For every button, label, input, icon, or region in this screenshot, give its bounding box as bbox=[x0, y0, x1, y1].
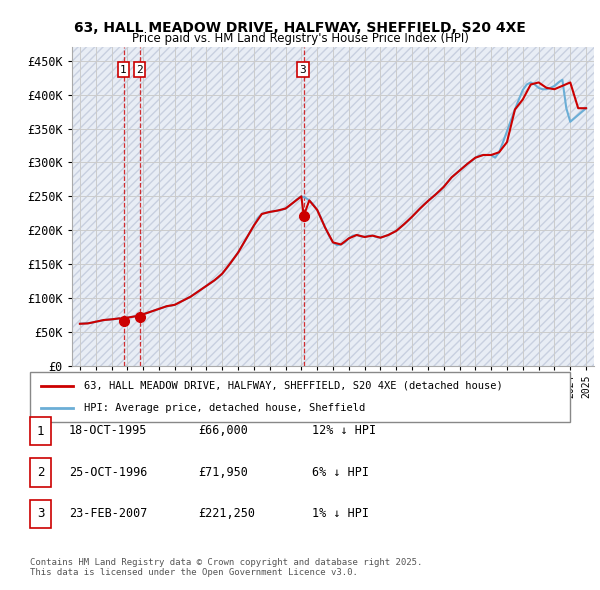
Text: 12% ↓ HPI: 12% ↓ HPI bbox=[312, 424, 376, 437]
Text: 63, HALL MEADOW DRIVE, HALFWAY, SHEFFIELD, S20 4XE (detached house): 63, HALL MEADOW DRIVE, HALFWAY, SHEFFIEL… bbox=[84, 381, 503, 391]
Text: 3: 3 bbox=[299, 64, 307, 74]
Text: 25-OCT-1996: 25-OCT-1996 bbox=[69, 466, 148, 478]
Text: 3: 3 bbox=[37, 507, 44, 520]
Text: 2: 2 bbox=[136, 64, 143, 74]
Text: 18-OCT-1995: 18-OCT-1995 bbox=[69, 424, 148, 437]
Text: 1: 1 bbox=[37, 425, 44, 438]
FancyBboxPatch shape bbox=[30, 372, 570, 422]
Text: 1: 1 bbox=[120, 64, 127, 74]
Text: HPI: Average price, detached house, Sheffield: HPI: Average price, detached house, Shef… bbox=[84, 403, 365, 413]
Text: 23-FEB-2007: 23-FEB-2007 bbox=[69, 507, 148, 520]
Text: 1% ↓ HPI: 1% ↓ HPI bbox=[312, 507, 369, 520]
Text: £66,000: £66,000 bbox=[198, 424, 248, 437]
Text: Price paid vs. HM Land Registry's House Price Index (HPI): Price paid vs. HM Land Registry's House … bbox=[131, 32, 469, 45]
Text: 6% ↓ HPI: 6% ↓ HPI bbox=[312, 466, 369, 478]
Text: 63, HALL MEADOW DRIVE, HALFWAY, SHEFFIELD, S20 4XE: 63, HALL MEADOW DRIVE, HALFWAY, SHEFFIEL… bbox=[74, 21, 526, 35]
Text: 2: 2 bbox=[37, 466, 44, 479]
Text: £221,250: £221,250 bbox=[198, 507, 255, 520]
Text: Contains HM Land Registry data © Crown copyright and database right 2025.
This d: Contains HM Land Registry data © Crown c… bbox=[30, 558, 422, 577]
Text: £71,950: £71,950 bbox=[198, 466, 248, 478]
